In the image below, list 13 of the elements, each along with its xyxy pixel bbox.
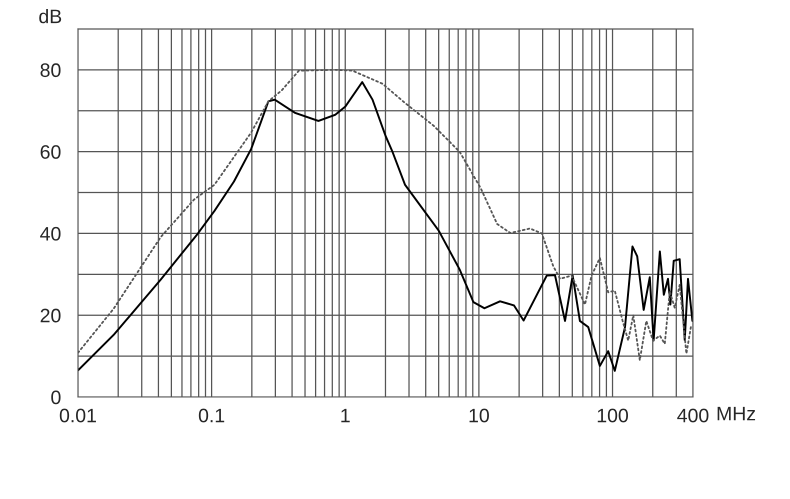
y-tick-label: 40: [40, 226, 61, 241]
x-tick-label: 10: [470, 408, 489, 422]
x-tick-label: 1: [341, 408, 350, 422]
y-tick-label: 0: [51, 390, 61, 404]
y-axis-title: dB: [39, 8, 62, 24]
y-tick-label: 60: [40, 145, 61, 159]
x-axis-title: MHz: [718, 406, 756, 420]
x-tick-label: 0.01: [60, 408, 96, 422]
x-tick-label: 100: [598, 408, 628, 422]
x-tick-label: 400: [677, 408, 708, 422]
y-tick-label: 20: [40, 308, 61, 322]
x-tick-label: 0.1: [198, 408, 224, 422]
y-tick-label: 80: [40, 63, 61, 78]
